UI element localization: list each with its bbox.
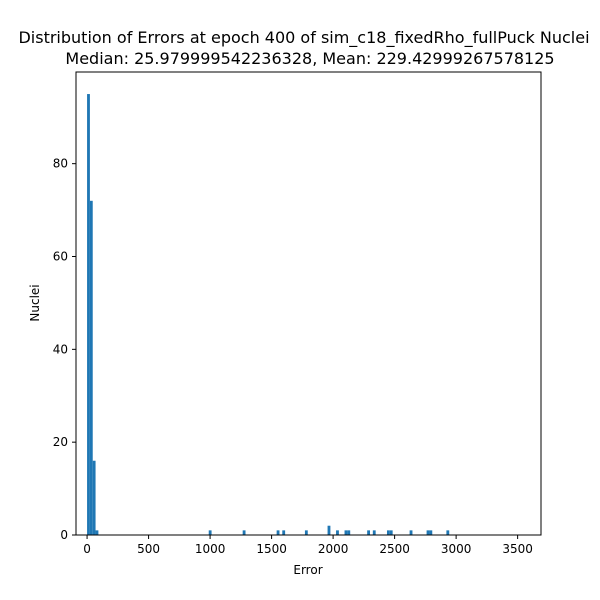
histogram-bar-8 xyxy=(304,530,308,535)
histogram-bar-14 xyxy=(372,530,376,535)
histogram-bar-4 xyxy=(208,530,212,535)
x-tick-label: 3500 xyxy=(502,542,533,556)
chart-subtitle: Median: 25.979999542236328, Mean: 229.42… xyxy=(65,49,554,68)
histogram-bar-17 xyxy=(409,530,413,535)
histogram-bar-20 xyxy=(446,530,450,535)
x-axis-ticks: 0 500 1000 1500 2000 2500 3000 3500 xyxy=(83,535,533,556)
chart-title: Distribution of Errors at epoch 400 of s… xyxy=(18,28,589,48)
bars-group xyxy=(87,94,450,536)
histogram-bar-19 xyxy=(429,530,433,535)
histogram-bar-9 xyxy=(327,525,331,535)
histogram-bar-10 xyxy=(336,530,339,535)
histogram-bar-5 xyxy=(242,530,246,535)
x-tick-label: 0 xyxy=(83,542,91,556)
histogram-bar-16 xyxy=(389,530,393,535)
x-axis-label: Error xyxy=(293,563,322,577)
y-axis-ticks: 0 20 40 60 80 xyxy=(53,157,76,542)
x-tick-label: 3000 xyxy=(441,542,472,556)
y-tick-label: 20 xyxy=(53,435,68,449)
histogram-bar-0 xyxy=(87,94,90,536)
y-axis-label: Nuclei xyxy=(28,284,42,321)
histogram-bar-13 xyxy=(367,530,371,535)
histogram-bar-2 xyxy=(92,460,96,535)
y-tick-label: 0 xyxy=(60,528,68,542)
y-tick-label: 80 xyxy=(53,157,68,171)
histogram-bar-1 xyxy=(89,200,93,535)
histogram-bar-7 xyxy=(282,530,286,535)
x-tick-label: 500 xyxy=(137,542,160,556)
histogram-bar-6 xyxy=(276,530,280,535)
histogram-bar-3 xyxy=(95,530,99,535)
x-tick-label: 1500 xyxy=(256,542,287,556)
y-tick-label: 60 xyxy=(53,250,68,264)
histogram-bar-18 xyxy=(426,530,430,535)
plot-frame xyxy=(75,71,542,536)
x-tick-label: 2000 xyxy=(318,542,349,556)
histogram-bar-15 xyxy=(386,530,390,535)
histogram-bar-11 xyxy=(344,530,348,535)
x-tick-label: 2500 xyxy=(379,542,410,556)
histogram-bar-12 xyxy=(347,530,351,535)
y-tick-label: 40 xyxy=(53,342,68,356)
x-tick-label: 1000 xyxy=(195,542,226,556)
